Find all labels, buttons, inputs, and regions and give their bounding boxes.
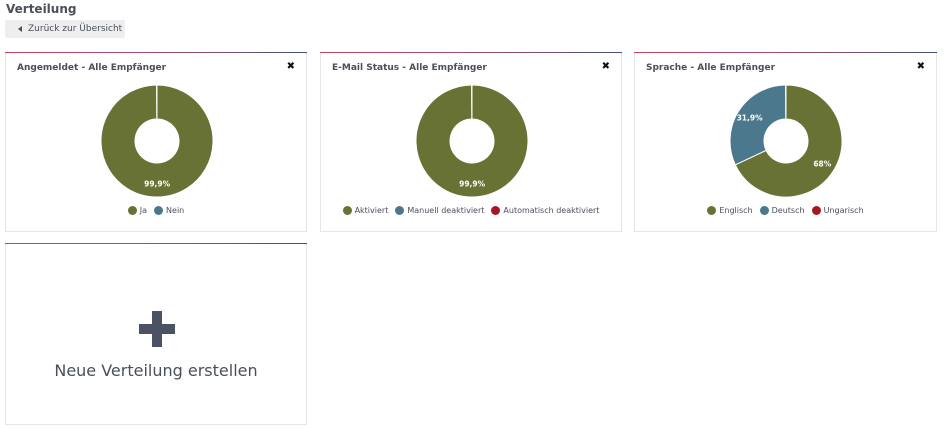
close-icon[interactable]: ✖ [916,61,925,72]
distribution-card-email-status: E-Mail Status - Alle Empfänger ✖ 99,9% A… [320,52,622,232]
back-to-overview-button[interactable]: Zurück zur Übersicht [5,20,125,38]
plus-icon[interactable] [139,311,175,347]
back-button-label: Zurück zur Übersicht [28,24,123,34]
donut-slice-ja[interactable] [100,84,214,198]
legend-label: Manuell deaktiviert [407,206,485,215]
data-label: 68% [813,160,831,169]
legend-dot-icon [127,206,137,215]
card-top-border [5,243,307,244]
legend-dot-icon [342,206,352,215]
legend-dot-icon [811,206,821,215]
legend-item-aktiviert[interactable]: Aktiviert [342,206,389,215]
card-top-border [634,52,937,53]
legend-dot-icon [707,206,717,215]
new-distribution-card[interactable]: Neue Verteilung erstellen [5,243,307,425]
chart-legend: Englisch Deutsch Ungarisch [635,206,936,215]
close-icon[interactable]: ✖ [286,61,295,72]
chart-legend: Aktiviert Manuell deaktiviert Automatisch … [321,206,621,215]
close-icon[interactable]: ✖ [601,61,610,72]
legend-dot-icon [154,206,164,215]
chart-legend: Ja Nein [6,206,306,215]
caret-left-icon [18,26,22,32]
legend-item-englisch[interactable]: Englisch [707,206,753,215]
legend-label: Nein [166,206,185,215]
card-title: Angemeldet - Alle Empfänger [17,63,167,73]
legend-item-ja[interactable]: Ja [127,206,148,215]
legend-label: Aktiviert [354,206,389,215]
card-top-border [5,52,307,53]
data-label: 99,9% [459,179,486,188]
legend-label: Ja [139,206,148,215]
data-label: 99,9% [144,179,171,188]
legend-dot-icon [395,206,405,215]
legend-item-manuell-deaktiviert[interactable]: Manuell deaktiviert [395,206,484,215]
distribution-card-language: Sprache - Alle Empfänger ✖ 68% 31,9% Engl… [634,52,937,232]
donut-slice-deutsch[interactable] [729,84,787,166]
page-title: Verteilung [6,2,77,16]
card-top-border [320,52,622,53]
donut-chart: 99,9% [415,84,529,198]
legend-label: Deutsch [771,206,805,215]
legend-item-deutsch[interactable]: Deutsch [759,206,805,215]
data-label: 31,9% [737,114,764,123]
legend-label: Ungarisch [823,206,864,215]
donut-chart: 68% 31,9% [729,84,843,198]
legend-item-ungarisch[interactable]: Ungarisch [811,206,864,215]
card-title: E-Mail Status - Alle Empfänger [332,63,487,73]
legend-label: Englisch [719,206,753,215]
legend-dot-icon [759,206,769,215]
card-title: Sprache - Alle Empfänger [646,63,776,73]
donut-slice-aktiviert[interactable] [415,84,529,198]
legend-dot-icon [491,206,501,215]
donut-chart: 99,9% [100,84,214,198]
new-distribution-label[interactable]: Neue Verteilung erstellen [54,361,258,380]
distribution-card-registered: Angemeldet - Alle Empfänger ✖ 99,9% Ja Ne… [5,52,307,232]
legend-label: Automatisch deaktiviert [503,206,600,215]
legend-item-automatisch-deaktiviert[interactable]: Automatisch deaktiviert [491,206,599,215]
donut-slice-englisch[interactable] [734,84,843,198]
legend-item-nein[interactable]: Nein [154,206,184,215]
